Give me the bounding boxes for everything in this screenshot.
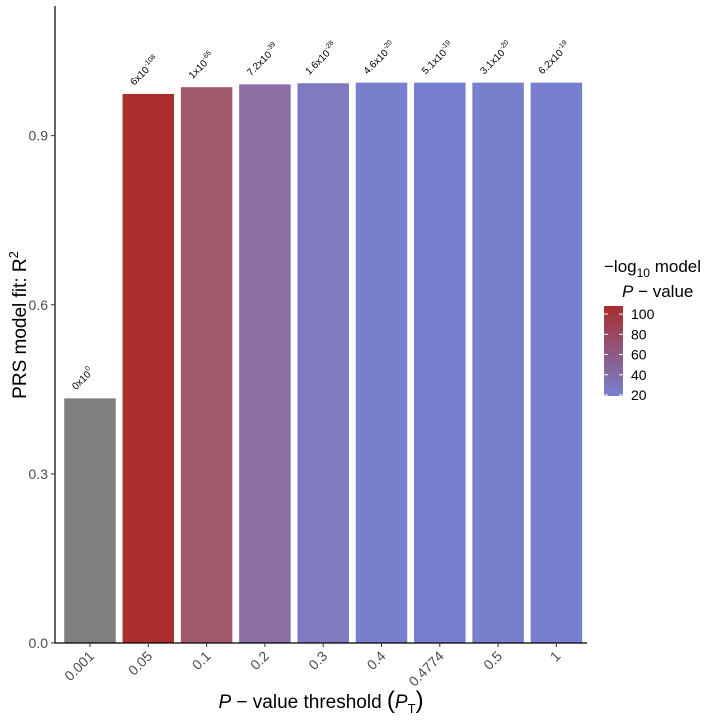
x-tick-label: 0.2 — [247, 648, 272, 673]
bar-0.3 — [297, 83, 349, 643]
x-ticks-group: 0.001 0.05 0.1 0.2 0.3 0.4 0.4774 0.5 1 — [61, 643, 564, 689]
legend-title-line1: −log10 model — [604, 257, 701, 280]
bar-pvalue-label: 3.1x10-20 — [477, 39, 515, 77]
y-tick-label: 0.0 — [29, 635, 49, 651]
bar-pvalue-label: 1x10-65 — [186, 50, 218, 82]
x-tick-label: 0.1 — [189, 648, 214, 673]
y-ticks-group: 0.0 0.3 0.6 0.9 — [29, 128, 55, 651]
bar-0.5 — [472, 83, 523, 643]
legend-tick-label: 20 — [631, 387, 647, 403]
legend: −log10 model P − value 100 80 60 40 20 — [604, 257, 701, 403]
legend-tick-label: 60 — [631, 347, 647, 363]
x-tick-label: 0.4 — [364, 648, 389, 673]
y-tick-label: 0.6 — [29, 297, 49, 313]
y-axis-title: PRS model fit: R2 — [6, 251, 31, 399]
legend-colorbar — [604, 306, 623, 396]
bar-0.2 — [239, 84, 291, 643]
bar-pvalue-label: 6.2x10-19 — [535, 39, 573, 77]
bar-0.001 — [64, 398, 116, 643]
x-tick-label: 0.05 — [125, 648, 156, 679]
legend-tick-label: 40 — [631, 367, 647, 383]
x-tick-label: 0.001 — [61, 648, 97, 684]
bar-pvalue-label: 0x100 — [69, 365, 96, 392]
x-tick-label: 0.3 — [305, 648, 330, 673]
bar-0.1 — [181, 87, 233, 643]
x-tick-label: 1 — [547, 648, 564, 665]
y-tick-label: 0.3 — [29, 466, 49, 482]
y-tick-label: 0.9 — [29, 128, 49, 144]
bar-pvalue-label: 1.6x10-28 — [302, 40, 340, 78]
bar-0.05 — [123, 94, 175, 643]
x-axis-title: P − value threshold (PT) — [218, 687, 423, 716]
bar-pvalue-label: 5.1x10-19 — [419, 39, 457, 77]
bar-pvalue-label: 4.6x10-20 — [360, 39, 398, 77]
bars-group — [64, 83, 582, 643]
legend-tick-label: 80 — [631, 326, 647, 342]
legend-tick-label: 100 — [631, 306, 655, 322]
bar-1 — [531, 83, 583, 643]
bar-pvalue-label: 7.2x10-39 — [244, 41, 282, 79]
bar-pvalue-label: 6x10-108 — [127, 54, 162, 89]
x-tick-label: 0.5 — [480, 648, 505, 673]
bar-0.4774 — [414, 83, 466, 643]
x-tick-label: 0.4774 — [405, 648, 447, 690]
legend-title-line2: P − value — [622, 282, 693, 301]
bar-0.4 — [356, 83, 408, 643]
